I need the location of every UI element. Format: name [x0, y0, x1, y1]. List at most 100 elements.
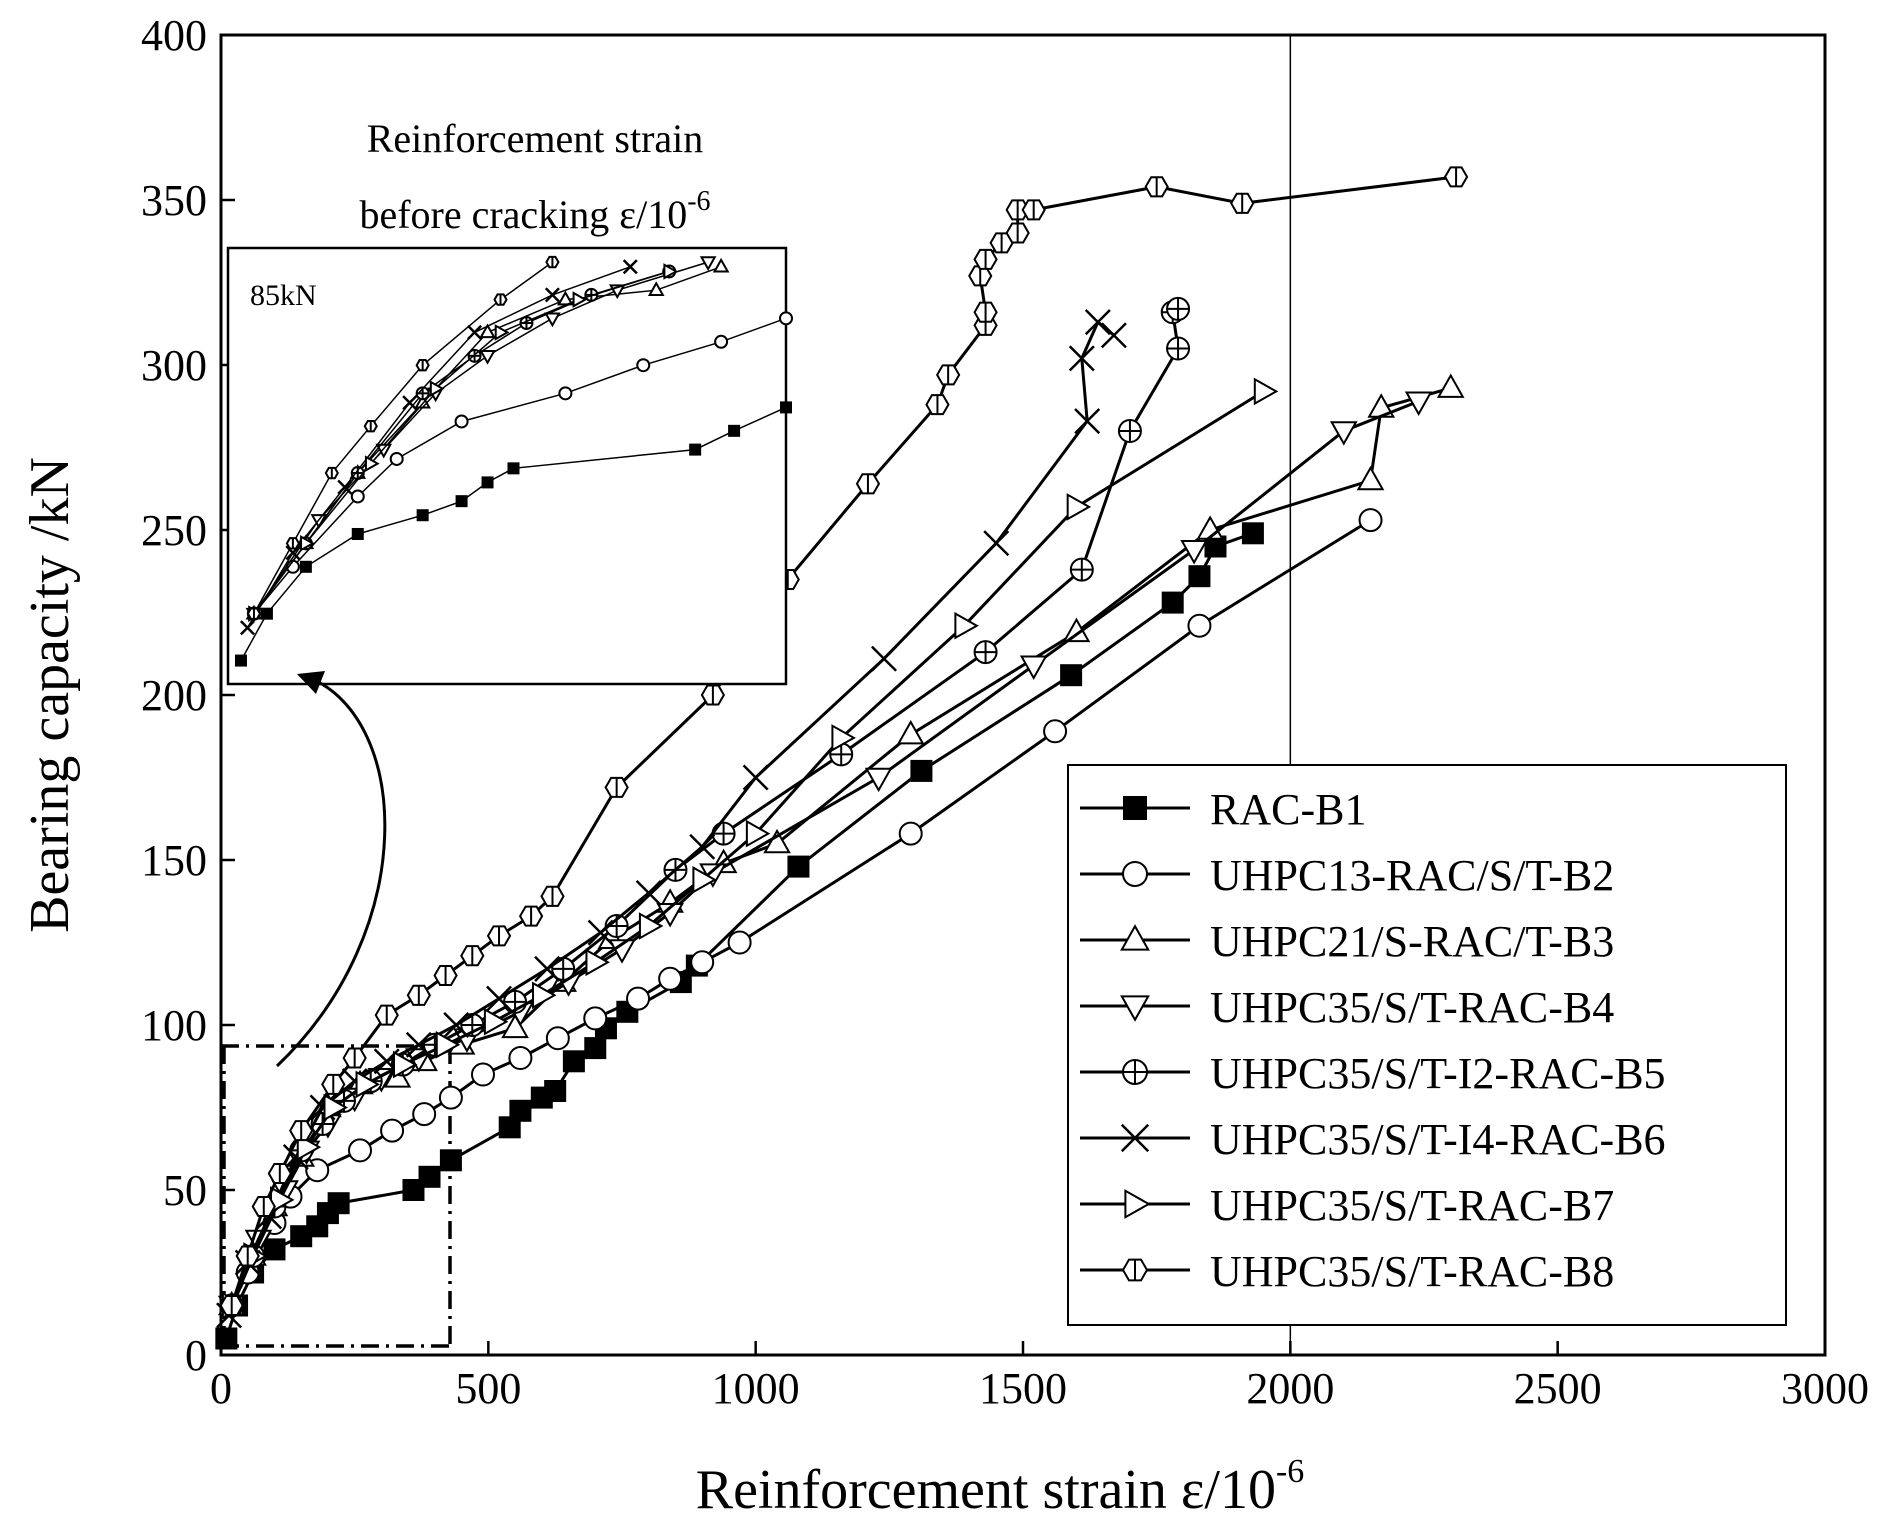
inset-series-uhpc35-s-t-rac-b8: [246, 255, 560, 620]
data-point-uhpc13-rac-s-t-b2: [1043, 719, 1068, 744]
x-axis-title-text: Reinforcement strain ε/10: [696, 1459, 1276, 1521]
data-point-uhpc35-s-t-i4-rac-b6: [1084, 309, 1111, 336]
data-point-rac-b1: [787, 855, 810, 878]
data-point-uhpc13-rac-s-t-b2: [898, 821, 923, 846]
legend-label: UHPC21/S-RAC/T-B3: [1210, 917, 1614, 966]
data-point-uhpc35-s-t-i4-rac-b6: [534, 955, 561, 982]
data-point-uhpc35-s-t-i4-rac-b6: [689, 833, 716, 860]
data-point-rac-b1: [910, 759, 933, 782]
data-point-uhpc35-s-t-rac-b7: [585, 948, 610, 977]
data-point-uhpc35-s-t-rac-b7: [1253, 377, 1279, 406]
legend-item-uhpc35-s-t-i2-rac-b5: UHPC35/S/T-I2-RAC-B5: [1080, 1049, 1666, 1098]
x-tick-label: 1000: [712, 1364, 800, 1413]
data-point-uhpc35-s-t-rac-b8: [433, 964, 458, 987]
data-point-uhpc35-s-t-rac-b7: [1066, 493, 1092, 521]
inset-point-uhpc35-s-t-rac-b7: [364, 455, 380, 472]
data-point-uhpc35-s-t-rac-b7: [745, 819, 771, 848]
inset-series: [234, 255, 793, 667]
inset-title-sup: -6: [687, 186, 710, 217]
y-tick-label: 350: [141, 176, 207, 225]
data-point-rac-b1: [584, 1037, 607, 1060]
data-point-uhpc35-s-t-rac-b7: [638, 912, 664, 940]
data-point-uhpc35-s-t-i4-rac-b6: [1068, 345, 1095, 372]
inset-title-text: before cracking ε/10: [359, 192, 687, 237]
y-tick-label: 300: [141, 341, 207, 390]
data-point-uhpc21-s-rac-t-b3: [763, 828, 791, 854]
y-tick-label: 0: [185, 1331, 207, 1380]
data-point-uhpc35-s-t-rac-b7: [532, 981, 557, 1010]
inset-point-uhpc13-rac-s-t-b2: [350, 489, 365, 504]
inset-point-uhpc35-s-t-rac-b7: [494, 324, 510, 341]
inset-series-rac-b1: [234, 401, 792, 667]
data-point-uhpc13-rac-s-t-b2: [545, 1026, 570, 1051]
legend-label: UHPC35/S/T-RAC-B7: [1210, 1181, 1614, 1230]
data-point-uhpc35-s-t-rac-b4: [608, 939, 636, 964]
inset-point-uhpc13-rac-s-t-b2: [636, 358, 651, 373]
data-point-uhpc35-s-t-rac-b8: [486, 925, 512, 947]
data-point-uhpc35-s-t-rac-b8: [935, 364, 961, 386]
inset-point-uhpc35-s-t-i4-rac-b6: [285, 545, 301, 561]
data-point-uhpc35-s-t-rac-b7: [435, 1030, 461, 1059]
data-point-uhpc13-rac-s-t-b2: [583, 1006, 608, 1031]
inset-point-uhpc35-s-t-i4-rac-b6: [544, 287, 560, 303]
data-point-uhpc35-s-t-rac-b8: [1144, 176, 1169, 198]
inset-point-rac-b1: [689, 443, 702, 456]
data-point-uhpc35-s-t-rac-b4: [1404, 391, 1433, 416]
legend-marker-uhpc35-s-t-rac-b7: [1124, 1189, 1151, 1219]
legend-marker-uhpc13-rac-s-t-b2: [1122, 861, 1148, 887]
data-point-uhpc35-s-t-rac-b8: [460, 945, 485, 967]
data-point-uhpc35-s-t-i2-rac-b5: [973, 640, 998, 665]
data-point-uhpc13-rac-s-t-b2: [1187, 613, 1212, 638]
data-point-rac-b1: [327, 1192, 350, 1215]
data-point-uhpc35-s-t-rac-b4: [1329, 421, 1358, 446]
data-point-uhpc21-s-rac-t-b3: [501, 1013, 529, 1039]
y-tick-label: 50: [163, 1166, 207, 1215]
data-point-uhpc35-s-t-i2-rac-b5: [1166, 296, 1191, 321]
data-point-uhpc35-s-t-i4-rac-b6: [871, 645, 897, 672]
data-point-uhpc35-s-t-rac-b8: [1230, 192, 1255, 214]
inset-point-uhpc35-s-t-rac-b4: [375, 443, 393, 459]
series-group: [215, 166, 1469, 1350]
x-axis-title: Reinforcement strain ε/10-6: [696, 1453, 1305, 1521]
data-point-uhpc35-s-t-rac-b4: [864, 767, 893, 793]
legend-item-uhpc21-s-rac-t-b3: UHPC21/S-RAC/T-B3: [1080, 917, 1614, 966]
inset-title-line2: before cracking ε/10-6: [359, 186, 710, 237]
legend-marker-uhpc35-s-t-rac-b4: [1120, 995, 1150, 1022]
data-point-uhpc35-s-t-rac-b8: [1443, 166, 1469, 188]
x-tick-label: 2500: [1514, 1364, 1602, 1413]
inset-point-uhpc21-s-rac-t-b3: [712, 257, 730, 273]
data-point-uhpc35-s-t-i2-rac-b5: [711, 821, 736, 846]
legend-item-rac-b1: RAC-B1: [1080, 785, 1366, 834]
data-point-rac-b1: [1204, 535, 1227, 558]
inset-title-line1: Reinforcement strain: [367, 116, 704, 161]
inset-point-uhpc35-s-t-i4-rac-b6: [239, 620, 255, 636]
series-rac-b1: [215, 522, 1264, 1350]
data-point-uhpc35-s-t-rac-b8: [855, 473, 881, 495]
legend-marker-uhpc35-s-t-i4-rac-b6: [1120, 1123, 1150, 1153]
inset-point-uhpc13-rac-s-t-b2: [714, 334, 729, 349]
inset-point-uhpc35-s-t-rac-b8: [285, 537, 301, 550]
inset-point-uhpc35-s-t-i4-rac-b6: [337, 479, 353, 495]
data-point-uhpc13-rac-s-t-b2: [412, 1102, 437, 1127]
inset-point-uhpc35-s-t-i2-rac-b5: [415, 386, 430, 401]
legend-item-uhpc35-s-t-rac-b7: UHPC35/S/T-RAC-B7: [1080, 1181, 1614, 1230]
y-tick-label: 400: [141, 11, 207, 60]
inset-point-uhpc35-s-t-rac-b8: [415, 359, 430, 372]
data-point-uhpc35-s-t-rac-b8: [518, 905, 544, 927]
inset-series-uhpc13-rac-s-t-b2: [246, 311, 793, 621]
data-point-rac-b1: [1161, 591, 1184, 614]
data-point-uhpc13-rac-s-t-b2: [626, 986, 651, 1011]
legend-label: UHPC35/S/T-I4-RAC-B6: [1210, 1115, 1666, 1164]
data-point-uhpc35-s-t-rac-b8: [1021, 199, 1046, 221]
data-point-uhpc13-rac-s-t-b2: [348, 1138, 373, 1163]
x-tick-label: 2000: [1246, 1364, 1334, 1413]
x-tick-label: 0: [210, 1364, 232, 1413]
data-point-uhpc35-s-t-rac-b8: [925, 394, 950, 416]
inset-point-rac-b1: [416, 509, 429, 522]
inset-point-uhpc13-rac-s-t-b2: [454, 414, 469, 429]
data-point-uhpc13-rac-s-t-b2: [727, 930, 752, 955]
inset-point-uhpc35-s-t-rac-b4: [699, 256, 717, 271]
data-point-uhpc13-rac-s-t-b2: [658, 966, 683, 991]
data-point-uhpc35-s-t-rac-b8: [374, 1004, 399, 1026]
